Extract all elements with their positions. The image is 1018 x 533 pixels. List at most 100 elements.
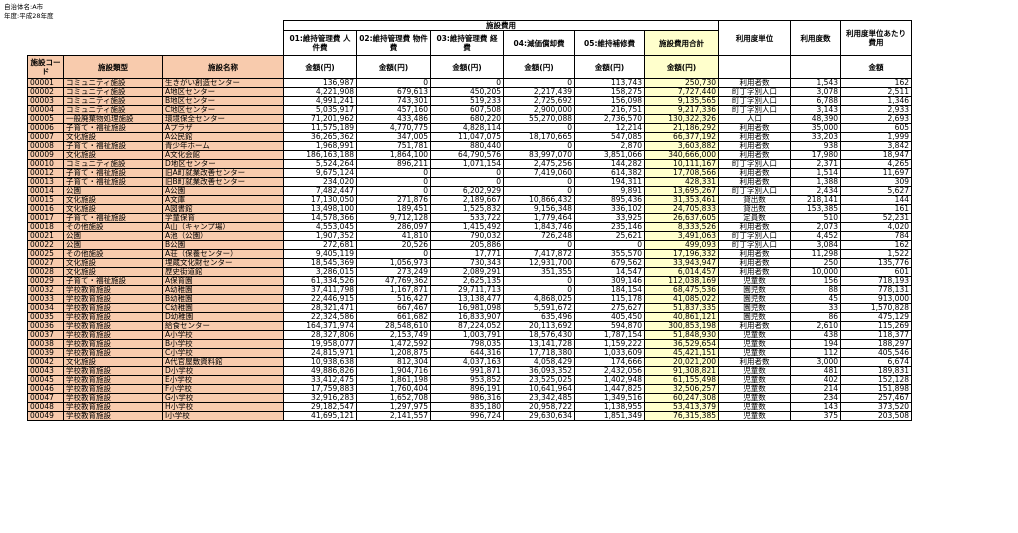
table-cell: 00027 — [27, 258, 64, 268]
table-cell: 33,943,947 — [644, 258, 719, 268]
table-cell: 歴史街道館 — [162, 267, 284, 277]
table-cell: 学校教育施設 — [63, 339, 163, 349]
table-cell: 194 — [790, 339, 841, 349]
table-cell: 151,898 — [840, 384, 912, 394]
table-cell: 児童数 — [718, 339, 791, 349]
table-cell: 186,163,188 — [283, 150, 357, 160]
table-cell: 公園 — [63, 240, 163, 250]
table-cell: 4,221,908 — [283, 87, 357, 97]
table-cell: 1,388 — [790, 177, 841, 187]
table-cell: 4,452 — [790, 231, 841, 241]
table-cell: H小学校 — [162, 402, 284, 412]
table-cell: 6,788 — [790, 96, 841, 106]
table-cell: 00006 — [27, 123, 64, 133]
table-cell: 194,311 — [574, 177, 645, 187]
table-cell: 7,417,872 — [503, 249, 575, 259]
table-cell: 1,861,198 — [356, 375, 431, 385]
table-cell: 144 — [840, 195, 912, 205]
table-cell: 64,790,576 — [430, 150, 504, 160]
table-cell: コミュニティ施設 — [63, 87, 163, 97]
table-cell: 3,000 — [790, 357, 841, 367]
table-cell: 188,297 — [840, 339, 912, 349]
table-cell: 4,265 — [840, 159, 912, 169]
col-header: 01:維持管理費 人件費 — [283, 30, 357, 56]
table-cell: 4,058,429 — [503, 357, 575, 367]
table-cell: 5,524,264 — [283, 159, 357, 169]
col-header — [718, 55, 791, 79]
table-cell: 3,078 — [790, 87, 841, 97]
table-cell: 00008 — [27, 141, 64, 151]
table-cell: 13,498,100 — [283, 204, 357, 214]
table-cell: 7,727,440 — [644, 87, 719, 97]
table-cell: 6,014,457 — [644, 267, 719, 277]
table-cell: 1,843,746 — [503, 222, 575, 232]
col-header: 利用度単位あたり費用 — [840, 20, 912, 56]
table-cell: 00007 — [27, 132, 64, 142]
table-cell: 7,419,060 — [503, 168, 575, 178]
table-cell: 3,143 — [790, 105, 841, 115]
table-cell: 園児数 — [718, 303, 791, 313]
table-cell: B幼稚園 — [162, 294, 284, 304]
table-cell: 405,450 — [574, 312, 645, 322]
table-cell: 286,097 — [356, 222, 431, 232]
table-cell: 学校教育施設 — [63, 312, 163, 322]
table-row: 00015 文化施設 A文庫 17,130,050 271,876 2,189,667 10… — [27, 195, 912, 205]
table-cell: 216,751 — [574, 105, 645, 115]
table-cell: 250 — [790, 258, 841, 268]
table-row: 00025 その他施設 A荘（保養センター） 9,405,119 0 17,771 7,41… — [27, 249, 912, 259]
table-cell: 園児数 — [718, 285, 791, 295]
table-cell: 人口 — [718, 114, 791, 124]
table-cell: 11,298 — [790, 249, 841, 259]
table-cell: 1,208,875 — [356, 348, 431, 358]
table-cell: 2,153,749 — [356, 330, 431, 340]
table-cell: 9,675,124 — [283, 168, 357, 178]
table-cell: 309 — [840, 177, 912, 187]
table-cell: 24,815,971 — [283, 348, 357, 358]
table-cell: 00016 — [27, 204, 64, 214]
table-cell: 36,093,352 — [503, 366, 575, 376]
table-cell: 16,833,907 — [430, 312, 504, 322]
table-cell: 学校教育施設 — [63, 384, 163, 394]
table-cell: 00042 — [27, 357, 64, 367]
table-cell: 児童数 — [718, 375, 791, 385]
table-cell: 41,085,022 — [644, 294, 719, 304]
table-cell: 86 — [790, 312, 841, 322]
table-cell: 3,491,063 — [644, 231, 719, 241]
table-cell: 41,810 — [356, 231, 431, 241]
table-row: 00022 公園 B公園 272,681 20,526 205,886 0 0 499,093 町… — [27, 240, 912, 250]
table-cell: A図書館 — [162, 204, 284, 214]
table-cell: A文化会館 — [162, 150, 284, 160]
table-cell: 12,931,700 — [503, 258, 575, 268]
table-cell: 学校教育施設 — [63, 348, 163, 358]
table-cell: 37,411,798 — [283, 285, 357, 295]
table-cell: A荘（保養センター） — [162, 249, 284, 259]
table-cell: 5,591,672 — [503, 303, 575, 313]
table-cell: 798,035 — [430, 339, 504, 349]
table-cell: 152,128 — [840, 375, 912, 385]
table-cell: コミュニティ施設 — [63, 159, 163, 169]
table-row: 00003 コミュニティ施設 B地区センター 4,991,241 743,301 519,… — [27, 96, 912, 106]
table-cell: 10,866,432 — [503, 195, 575, 205]
table-cell: 218,141 — [790, 195, 841, 205]
table-cell: 学校教育施設 — [63, 285, 163, 295]
table-cell: 475,129 — [840, 312, 912, 322]
table-cell: 778,131 — [840, 285, 912, 295]
table-cell: 45 — [790, 294, 841, 304]
table-cell: 51,848,930 — [644, 330, 719, 340]
table-cell: A代官屋敷資料館 — [162, 357, 284, 367]
table-cell: 614,382 — [574, 168, 645, 178]
table-cell: 0 — [503, 177, 575, 187]
table-cell: 1,056,973 — [356, 258, 431, 268]
table-cell: 17,980 — [790, 150, 841, 160]
table-cell: 17,196,332 — [644, 249, 719, 259]
table-cell: 1,514 — [790, 168, 841, 178]
table-cell: 児童数 — [718, 393, 791, 403]
table-cell: 375 — [790, 411, 841, 421]
table-cell: 文化施設 — [63, 150, 163, 160]
table-row: 00013 子育て・福祉施設 旧B町就業改善センター 234,020 0 0 0 194,31… — [27, 177, 912, 187]
table-cell: 33,412,475 — [283, 375, 357, 385]
table-cell: 学校教育施設 — [63, 330, 163, 340]
table-cell: 利用者数 — [718, 258, 791, 268]
table-cell: 2,371 — [790, 159, 841, 169]
table-cell: 1,864,100 — [356, 150, 431, 160]
